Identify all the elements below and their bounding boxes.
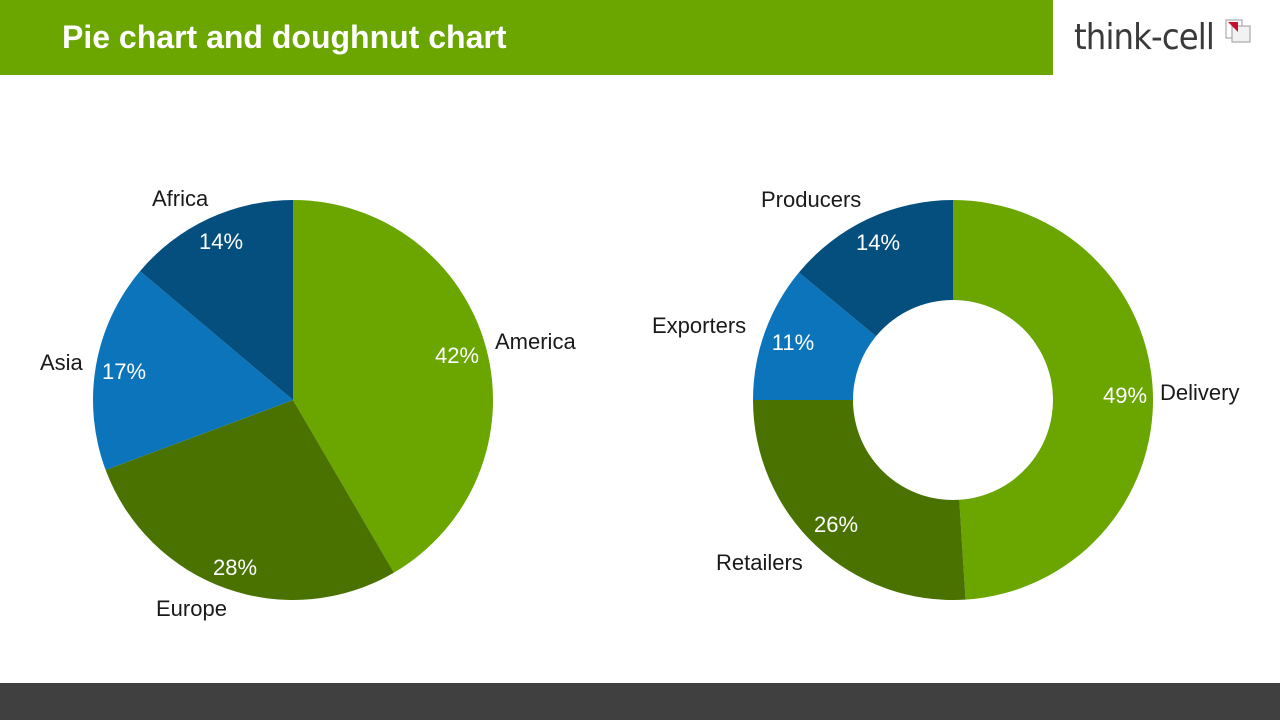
doughnut-value-label-exporters: 11% — [772, 330, 814, 355]
doughnut-value-label-delivery: 49% — [1103, 383, 1147, 408]
pie-slice-africa — [140, 200, 293, 400]
pie-category-label-africa: Africa — [152, 186, 209, 211]
logo-text: think-cell — [1074, 17, 1215, 58]
pie-value-label-asia: 17% — [102, 359, 146, 384]
pie-value-label-europe: 28% — [213, 555, 257, 580]
title-bar: Pie chart and doughnut chart — [0, 0, 1053, 75]
think-cell-logo: think-cell — [1074, 14, 1251, 64]
doughnut-value-label-producers: 14% — [856, 230, 900, 255]
doughnut-chart: 49% 26% 11% 14% Delivery Retailers Exporters Pr… — [652, 187, 1239, 600]
pie-slice-asia — [92, 271, 293, 471]
doughnut-category-label-exporters: Exporters — [652, 313, 746, 338]
charts-area: 42% 28% 17% 14% America Europe Asia Africa 49% 26… — [40, 186, 1239, 621]
pie-slice-europe — [105, 400, 394, 600]
pie-chart: 42% 28% 17% 14% America Europe Asia Africa — [40, 186, 576, 621]
doughnut-slice-exporters — [753, 272, 876, 400]
doughnut-slice-producers — [798, 200, 953, 337]
pie-value-label-america: 42% — [435, 343, 479, 368]
pie-category-label-europe: Europe — [156, 596, 227, 621]
doughnut-category-label-retailers: Retailers — [716, 550, 803, 575]
doughnut-category-label-delivery: Delivery — [1160, 380, 1239, 405]
logo-mark-icon — [1225, 19, 1251, 43]
doughnut-category-label-producers: Producers — [761, 187, 861, 212]
pie-category-label-asia: Asia — [40, 350, 84, 375]
doughnut-value-label-retailers: 26% — [814, 512, 858, 537]
pie-slice-america — [293, 200, 493, 573]
footer-bar — [0, 683, 1280, 720]
doughnut-slice-retailers — [753, 400, 966, 600]
page-title: Pie chart and doughnut chart — [62, 19, 507, 55]
pie-category-label-america: America — [495, 329, 576, 354]
doughnut-slice-delivery — [953, 200, 1153, 600]
pie-value-label-africa: 14% — [199, 229, 243, 254]
